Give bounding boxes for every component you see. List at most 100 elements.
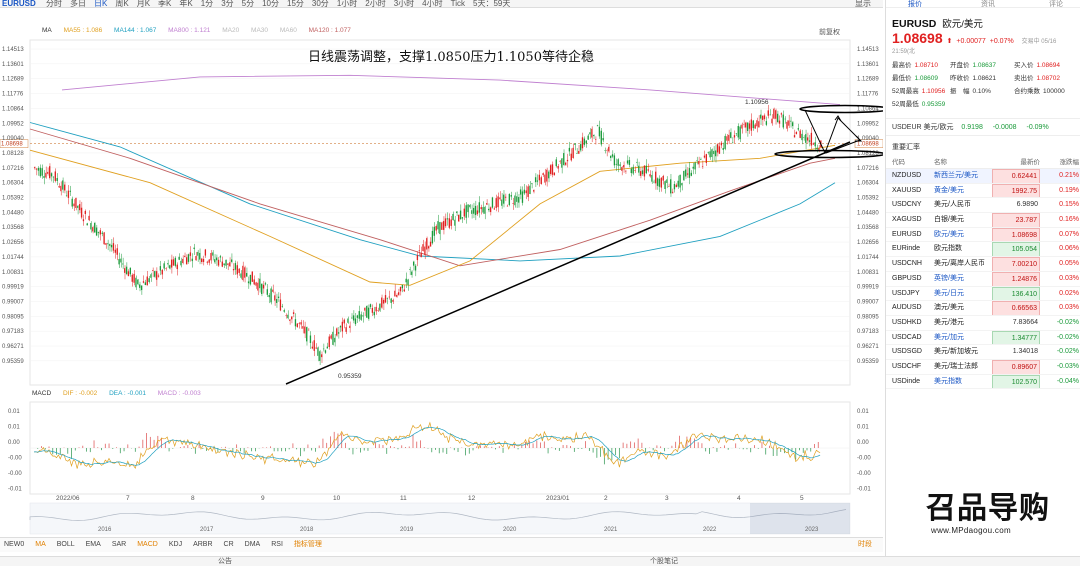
candle-body bbox=[41, 168, 43, 176]
indicator-1[interactable]: MA bbox=[35, 541, 46, 548]
candle-body bbox=[564, 162, 567, 165]
tab-news[interactable]: 资讯 bbox=[981, 1, 995, 8]
candle-body bbox=[397, 292, 400, 295]
period-11[interactable]: 15分 bbox=[287, 0, 304, 8]
usdeur-row[interactable]: USDEUR 美元/欧元 0.9198 -0.0008 -0.09% bbox=[886, 118, 1080, 136]
candle-body bbox=[349, 325, 351, 329]
candle-body bbox=[818, 148, 820, 151]
candle-body bbox=[246, 273, 248, 277]
candle-body bbox=[110, 244, 113, 248]
candle-body bbox=[602, 138, 604, 141]
usdeur-name: 美元/欧元 bbox=[923, 124, 954, 131]
watchlist-row[interactable]: USDCNH 美元/离岸人民币 7.00210 0.05% bbox=[886, 257, 1080, 272]
indicator-4[interactable]: SAR bbox=[111, 541, 127, 548]
period-1[interactable]: 多日 bbox=[70, 0, 87, 8]
overview-year: 2020 bbox=[503, 527, 517, 533]
period-5[interactable]: 季K bbox=[158, 0, 172, 8]
candle-body bbox=[219, 256, 222, 258]
candle-body bbox=[225, 259, 227, 266]
indicator-7[interactable]: ARBR bbox=[193, 541, 213, 548]
indicator-9[interactable]: DMA bbox=[244, 541, 261, 548]
watchlist-row[interactable]: NZDUSD 新西兰元/美元 0.62441 0.21% bbox=[886, 169, 1080, 184]
price-tick-right: 1.01744 bbox=[857, 255, 879, 261]
period-12[interactable]: 30分 bbox=[311, 0, 329, 8]
col-price[interactable]: 最新价 bbox=[1020, 159, 1041, 166]
indicator-0[interactable]: NEW0 bbox=[4, 541, 25, 548]
candle-body bbox=[180, 260, 182, 266]
stat-cell: 振 幅 0.10% bbox=[950, 85, 1014, 95]
watchlist-row[interactable]: USDSGD 美元/新加坡元 1.34018 -0.02% bbox=[886, 345, 1080, 360]
watchlist-row[interactable]: USDJPY 美元/日元 136.410 0.02% bbox=[886, 286, 1080, 302]
watchlist-row[interactable]: EURUSD 欧元/美元 1.08698 0.07% bbox=[886, 227, 1080, 243]
watchlist-row[interactable]: USDHKD 美元/港元 7.83664 -0.02% bbox=[886, 316, 1080, 331]
candle-body bbox=[572, 147, 574, 159]
tab-comments[interactable]: 评论 bbox=[1049, 1, 1063, 8]
watchlist-row[interactable]: EURinde 欧元指数 105.054 0.06% bbox=[886, 242, 1080, 258]
status-notes[interactable]: 个股笔记 bbox=[650, 558, 678, 565]
time-tick: 2 bbox=[604, 495, 608, 502]
toolbar-symbol[interactable]: EURUSD bbox=[2, 0, 36, 8]
tab-quote[interactable]: 报价 bbox=[908, 1, 922, 8]
period-14[interactable]: 2小时 bbox=[365, 0, 386, 8]
period-7[interactable]: 1分 bbox=[200, 0, 214, 8]
candle-body bbox=[411, 271, 413, 275]
period-0[interactable]: 分时 bbox=[46, 0, 63, 8]
indicator-10[interactable]: RSI bbox=[271, 541, 283, 548]
high-label: 1.10956 bbox=[745, 99, 769, 106]
ma144-legend: MA144 : 1.067 bbox=[114, 27, 157, 34]
col-pct[interactable]: 涨跌幅 bbox=[1059, 159, 1080, 166]
watchlist-row[interactable]: USDCAD 美元/加元 1.34777 -0.02% bbox=[886, 330, 1080, 346]
period-18[interactable]: 5天：59天 bbox=[473, 0, 511, 8]
period-10[interactable]: 10分 bbox=[262, 0, 279, 8]
candle-body bbox=[386, 297, 389, 299]
price-tick-right: 1.08128 bbox=[857, 151, 879, 157]
candle-body bbox=[367, 307, 370, 319]
indicator-11[interactable]: 指标管理 bbox=[293, 541, 322, 548]
candle-body bbox=[161, 269, 163, 275]
row-code: USDHKD bbox=[892, 318, 922, 326]
watchlist-row[interactable]: USDinde 美元指数 102.570 -0.04% bbox=[886, 374, 1080, 390]
adjust-mode-button[interactable]: 前复权 bbox=[819, 29, 840, 36]
watchlist-row[interactable]: XAUUSD 黄金/美元 1992.75 0.19% bbox=[886, 183, 1080, 199]
period-6[interactable]: 年K bbox=[179, 0, 193, 8]
indicator-3[interactable]: EMA bbox=[85, 541, 101, 548]
period-15[interactable]: 3小时 bbox=[393, 0, 415, 8]
candle-body bbox=[594, 139, 597, 140]
period-16[interactable]: 4小时 bbox=[422, 0, 443, 8]
watchlist-row[interactable]: USDCNY 美元/人民币 6.9890 0.15% bbox=[886, 198, 1080, 214]
period-4[interactable]: 月K bbox=[136, 0, 151, 8]
row-code: USDSGD bbox=[892, 348, 922, 356]
candle-body bbox=[247, 281, 250, 284]
indicator-5[interactable]: MACD bbox=[137, 541, 158, 548]
price-tick-left: 1.06304 bbox=[2, 181, 24, 187]
price-tick-left: 1.02656 bbox=[2, 240, 24, 246]
time-segment-button[interactable]: 时段 bbox=[858, 541, 872, 548]
quote-panel: 报价 资讯 评论 EURUSD 欧元/美元 1.08698 ⬆ +0.00077… bbox=[885, 0, 1080, 566]
candlestick-chart[interactable]: 1.08698 1.08698 1.14513 1.13601 1.12689 1.11… bbox=[0, 0, 883, 537]
indicator-6[interactable]: KDJ bbox=[168, 541, 183, 548]
period-13[interactable]: 1小时 bbox=[336, 0, 358, 8]
candle-body bbox=[84, 210, 86, 215]
watchlist-row[interactable]: AUDUSD 澳元/美元 0.66563 0.03% bbox=[886, 301, 1080, 316]
row-name: 美元/港元 bbox=[934, 318, 964, 326]
col-name[interactable]: 名称 bbox=[934, 159, 947, 166]
period-8[interactable]: 3分 bbox=[221, 0, 234, 8]
watchlist-row[interactable]: GBPUSD 英镑/美元 1.24876 0.03% bbox=[886, 271, 1080, 287]
col-code[interactable]: 代码 bbox=[892, 159, 905, 166]
period-17[interactable]: Tick bbox=[450, 0, 465, 8]
candle-body bbox=[446, 218, 449, 220]
candle-body bbox=[167, 263, 169, 265]
candle-body bbox=[107, 243, 109, 245]
candle-body bbox=[75, 197, 77, 208]
watchlist-row[interactable]: XAGUSD 白银/美元 23.787 0.16% bbox=[886, 213, 1080, 228]
status-announcement[interactable]: 公告 bbox=[218, 558, 232, 565]
watchlist-row[interactable]: USDCHF 美元/瑞士法郎 0.89607 -0.03% bbox=[886, 359, 1080, 375]
indicator-2[interactable]: BOLL bbox=[56, 541, 75, 548]
period-2[interactable]: 日K bbox=[94, 0, 108, 8]
period-9[interactable]: 5分 bbox=[241, 0, 255, 8]
toolbar-display-button[interactable]: 显示 bbox=[855, 0, 871, 8]
overview-strip bbox=[29, 502, 851, 535]
period-3[interactable]: 周K bbox=[115, 0, 129, 8]
indicator-8[interactable]: CR bbox=[223, 541, 234, 548]
candle-body bbox=[118, 259, 120, 265]
